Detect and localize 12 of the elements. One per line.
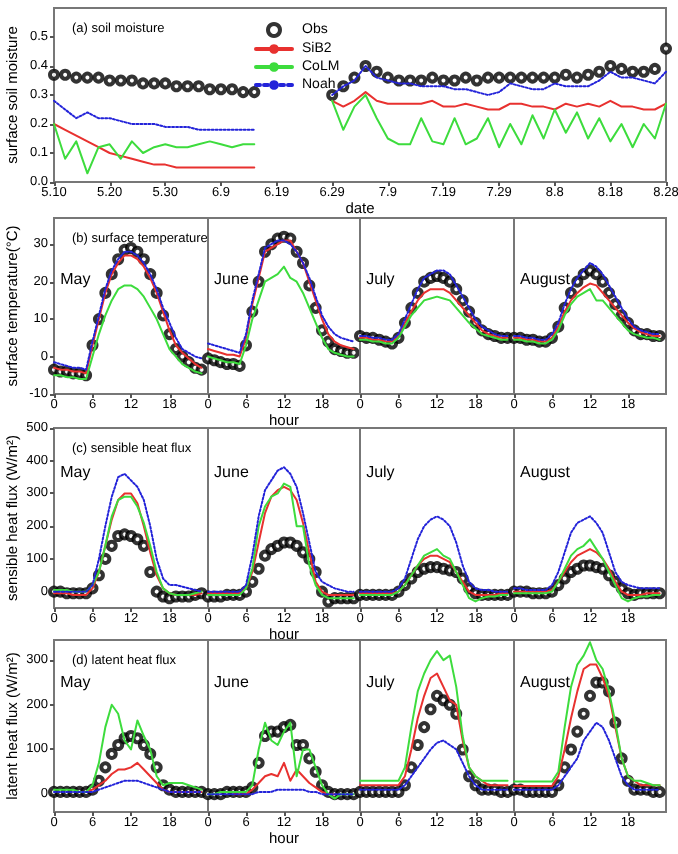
annotation: July [366, 269, 395, 288]
annotation: July [366, 673, 395, 692]
annotation: June [214, 269, 250, 288]
annotation: August [520, 673, 572, 692]
annotation: June [214, 673, 250, 692]
annotation: June [214, 463, 250, 481]
annotation: May [60, 463, 91, 481]
annotation: August [520, 269, 572, 288]
annotation: August [520, 463, 572, 481]
annotation: July [366, 463, 395, 481]
annotation: May [60, 673, 91, 692]
annotation: May [60, 269, 91, 288]
